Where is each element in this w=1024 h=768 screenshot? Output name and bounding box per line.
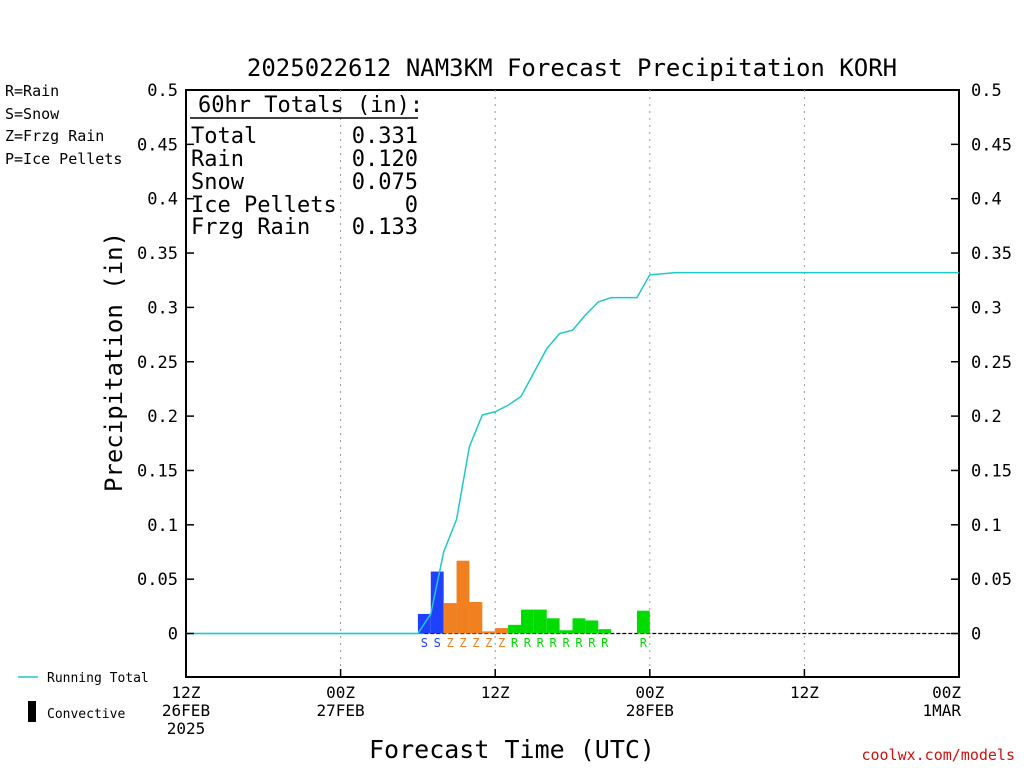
totals-label-rain: Rain: [191, 147, 244, 172]
totals-label-total: Total: [191, 124, 257, 149]
legend-snow: S=Snow: [5, 105, 60, 123]
x-tick-label-4-0: 12Z: [790, 683, 819, 702]
y-tick-label-right-2: 0.1: [971, 516, 1002, 536]
chart-title: 2025022612 NAM3KM Forecast Precipitation…: [247, 54, 897, 82]
totals-value-frzg-rain: 0.133: [352, 215, 418, 240]
totals-value-snow: 0.075: [352, 170, 418, 195]
bar-13: [585, 620, 599, 634]
y-tick-label-left-9: 0.45: [137, 135, 178, 155]
ptype-label-6: Z: [498, 636, 505, 650]
y-tick-label-right-3: 0.15: [971, 461, 1012, 481]
ptype-label-0: S: [421, 636, 428, 650]
y-tick-label-right-1: 0.05: [971, 570, 1012, 590]
running-total-legend-label: Running Total: [47, 671, 149, 686]
y-tick-label-left-6: 0.3: [147, 298, 178, 318]
ptype-label-9: R: [537, 636, 545, 650]
ptype-label-11: R: [562, 636, 570, 650]
y-tick-label-right-4: 0.2: [971, 407, 1002, 427]
totals-value-rain: 0.120: [352, 147, 418, 172]
y-tick-label-right-0: 0: [971, 625, 981, 645]
y-tick-label-left-4: 0.2: [147, 407, 178, 427]
legend-ice-pellets: P=Ice Pellets: [5, 150, 122, 168]
bar-8: [520, 609, 534, 634]
y-tick-label-right-9: 0.45: [971, 135, 1012, 155]
x-axis-label: Forecast Time (UTC): [369, 735, 655, 764]
totals-label-ice-pellets: Ice Pellets: [191, 193, 337, 218]
bar-14: [598, 629, 612, 634]
y-tick-label-right-6: 0.3: [971, 298, 1002, 318]
ptype-label-7: R: [511, 636, 519, 650]
x-tick-label-0-0: 12Z: [172, 683, 201, 702]
x-tick-label-5-0: 00Z: [932, 683, 961, 702]
legend-rain: R=Rain: [5, 82, 59, 100]
precip-bars: [417, 560, 650, 634]
ptype-label-2: Z: [446, 636, 453, 650]
convective-swatch: [28, 701, 36, 722]
x-tick-label-3-0: 00Z: [635, 683, 664, 702]
x-tick-label-1-1: 27FEB: [317, 701, 365, 720]
plot-frame: [185, 89, 960, 678]
y-tick-label-left-3: 0.15: [137, 461, 178, 481]
y-axis-right: 0 0.05 0.1 0.15 0.2 0.25 0.3 0.35 0.4 0.45 0.5: [951, 81, 1012, 645]
y-tick-label-right-5: 0.25: [971, 353, 1012, 373]
bar-9: [533, 609, 547, 634]
bar-6: [495, 628, 509, 634]
bottom-legend: Running Total Convective: [18, 671, 149, 722]
totals-label-frzg-rain: Frzg Rain: [191, 215, 310, 240]
x-tick-label-3-1: 28FEB: [626, 701, 674, 720]
y-tick-label-left-1: 0.05: [137, 570, 178, 590]
totals-header: 60hr Totals (in):: [198, 93, 423, 118]
bar-15: [636, 610, 650, 634]
totals-value-ice-pellets: 0: [405, 193, 418, 218]
bar-4: [469, 601, 483, 634]
y-axis-label: Precipitation (in): [100, 232, 128, 492]
x-tick-label-0-1: 26FEB: [162, 701, 210, 720]
ptype-label-10: R: [550, 636, 558, 650]
totals-label-snow: Snow: [191, 170, 245, 195]
bar-7: [508, 624, 521, 634]
bar-2: [443, 603, 457, 634]
legend-frzg-rain: Z=Frzg Rain: [5, 127, 104, 145]
ptype-label-3: Z: [459, 636, 466, 650]
bar-1: [430, 571, 444, 634]
ptype-label-15: R: [640, 636, 648, 650]
y-tick-label-left-10: 0.5: [147, 81, 178, 101]
totals-box: 60hr Totals (in): Total 0.331 Rain 0.120…: [190, 93, 423, 240]
y-tick-label-left-2: 0.1: [147, 516, 178, 536]
y-tick-label-left-7: 0.35: [137, 244, 178, 264]
bar-11: [559, 630, 573, 634]
x-tick-label-0-2: 2025: [167, 719, 206, 738]
bar-3: [456, 560, 470, 634]
bar-10: [546, 618, 560, 634]
x-tick-label-2-0: 12Z: [481, 683, 510, 702]
type-legend: R=Rain S=Snow Z=Frzg Rain P=Ice Pellets: [5, 82, 122, 168]
y-tick-label-left-8: 0.4: [147, 190, 178, 210]
running-total-polyline: [186, 271, 959, 635]
ptype-label-1: S: [434, 636, 441, 650]
totals-value-total: 0.331: [352, 124, 418, 149]
ptype-label-13: R: [588, 636, 596, 650]
running-total-line: [186, 271, 959, 635]
bar-5: [482, 631, 496, 634]
y-axis-left: 0 0.05 0.1 0.15 0.2 0.25 0.3 0.35 0.4 0.45 0.5: [137, 81, 194, 645]
y-tick-label-right-8: 0.4: [971, 190, 1002, 210]
bar-12: [572, 618, 586, 634]
credit-text: coolwx.com/models: [861, 746, 1015, 764]
ptype-label-14: R: [601, 636, 609, 650]
ptype-label-8: R: [524, 636, 532, 650]
y-tick-label-right-7: 0.35: [971, 244, 1012, 264]
ptype-label-12: R: [575, 636, 583, 650]
x-tick-label-5-1: 1MAR: [922, 701, 961, 720]
ptype-label-5: Z: [485, 636, 492, 650]
x-tick-label-1-0: 00Z: [326, 683, 355, 702]
convective-legend-label: Convective: [47, 707, 125, 722]
y-tick-label-right-10: 0.5: [971, 81, 1002, 101]
y-tick-label-left-5: 0.25: [137, 353, 178, 373]
ptype-label-4: Z: [472, 636, 479, 650]
y-tick-label-left-0: 0: [168, 625, 178, 645]
